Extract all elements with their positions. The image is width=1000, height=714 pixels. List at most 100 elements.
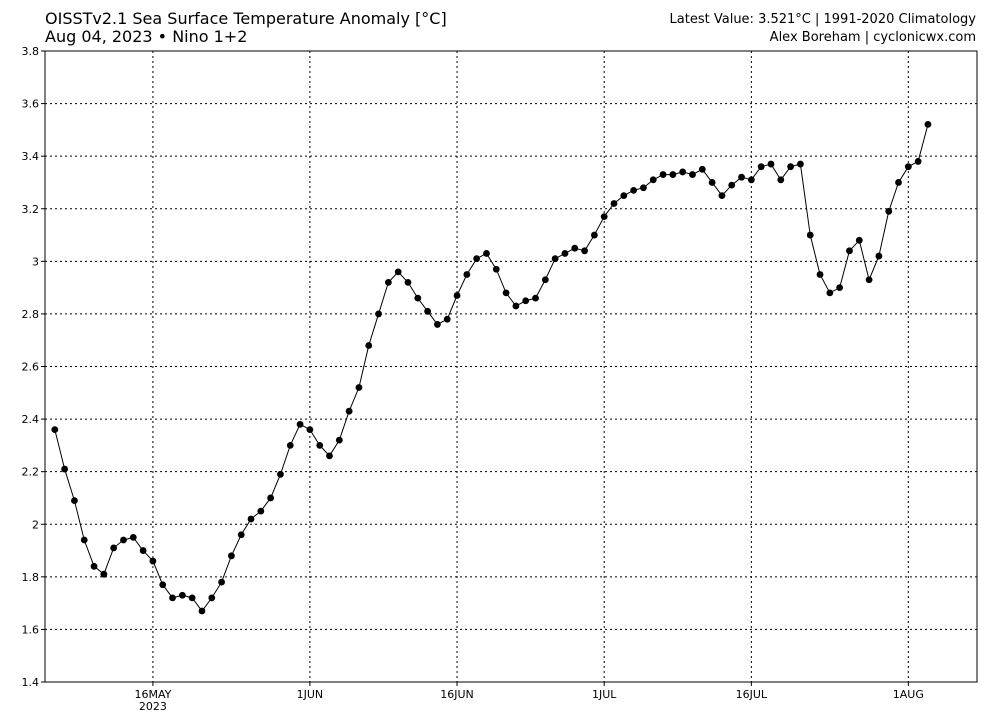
data-point — [630, 186, 638, 194]
data-point — [453, 292, 461, 299]
data-point — [669, 171, 677, 178]
data-point — [483, 250, 490, 257]
data-point — [532, 294, 539, 302]
data-point — [777, 176, 785, 184]
data-point — [335, 436, 343, 444]
data-point — [728, 181, 736, 189]
data-point — [443, 315, 451, 323]
data-point — [836, 284, 844, 292]
data-point — [473, 255, 481, 263]
data-point — [571, 244, 579, 252]
y-tick-label: 3 — [32, 255, 39, 268]
data-point — [738, 173, 745, 181]
data-point — [689, 171, 696, 178]
y-tick-label: 1.6 — [22, 623, 40, 636]
data-point — [620, 192, 628, 200]
x-tick-label: 1AUG — [893, 688, 924, 701]
data-point — [139, 547, 147, 554]
data-point — [806, 231, 814, 239]
x-tick-label: 1JUL — [592, 688, 617, 701]
data-point — [129, 534, 137, 541]
data-point — [394, 268, 402, 276]
data-point — [208, 594, 216, 602]
data-point — [188, 594, 196, 602]
data-point — [365, 342, 373, 349]
y-tick-label: 3.8 — [22, 45, 40, 58]
data-point — [257, 507, 265, 515]
x-tick-label: 16MAY — [134, 688, 171, 701]
x-tick-label: 1JUN — [297, 688, 324, 701]
y-tick-label: 3.2 — [22, 203, 40, 216]
y-tick-label: 2.4 — [22, 413, 40, 426]
data-point — [80, 536, 88, 544]
data-point — [924, 120, 932, 128]
data-point — [149, 557, 157, 565]
x-tick-label: 16JUN — [440, 688, 474, 701]
data-point — [600, 213, 608, 221]
data-point — [640, 184, 647, 192]
data-point — [178, 591, 186, 599]
data-point — [384, 278, 392, 286]
data-point — [551, 255, 559, 263]
data-point — [463, 271, 471, 278]
data-point — [708, 179, 716, 186]
data-point — [218, 578, 225, 586]
data-point — [885, 207, 893, 215]
x-tick-year-label: 2023 — [139, 700, 167, 713]
data-point — [502, 289, 510, 297]
data-point — [198, 607, 206, 615]
chart-date-region: Aug 04, 2023 • Nino 1+2 — [45, 27, 248, 46]
data-point — [296, 420, 304, 428]
author-credit: Alex Boreham | cyclonicwx.com — [769, 30, 976, 45]
data-point — [767, 160, 775, 168]
data-point — [237, 531, 245, 539]
data-point — [787, 163, 794, 171]
data-point — [159, 581, 167, 589]
series-line — [54, 124, 929, 612]
data-point — [434, 321, 441, 328]
data-point — [100, 570, 108, 578]
data-point — [747, 176, 755, 184]
data-point — [895, 179, 902, 186]
y-tick-label: 2.6 — [22, 361, 40, 374]
data-point — [306, 426, 314, 433]
plot-frame — [44, 50, 978, 683]
x-tick-label: 16JUL — [736, 688, 768, 701]
data-point — [816, 271, 824, 278]
y-tick-label: 2.8 — [22, 308, 40, 321]
data-point — [522, 297, 530, 305]
y-tick-label: 2 — [32, 518, 39, 531]
data-point — [610, 200, 618, 207]
data-point — [61, 465, 69, 473]
data-point — [679, 168, 687, 176]
data-point — [718, 192, 726, 200]
y-tick-label: 2.2 — [22, 466, 40, 479]
data-point — [277, 470, 284, 478]
data-point — [698, 165, 706, 173]
data-point — [345, 407, 353, 415]
data-point — [110, 544, 118, 552]
data-point — [541, 276, 549, 284]
data-point — [904, 163, 912, 171]
data-point — [120, 536, 127, 544]
data-point — [404, 278, 412, 286]
data-point — [375, 310, 382, 318]
data-point — [286, 441, 294, 449]
data-point — [659, 171, 667, 178]
y-tick-label: 3.6 — [22, 98, 40, 111]
data-point — [71, 497, 78, 504]
data-point — [326, 452, 333, 460]
data-point — [875, 252, 883, 260]
data-point — [914, 158, 922, 165]
data-point — [855, 236, 863, 244]
data-point — [51, 426, 59, 433]
data-point — [561, 250, 569, 257]
data-point — [581, 247, 588, 255]
data-point — [757, 163, 765, 171]
data-point — [355, 384, 363, 391]
y-tick-label: 1.8 — [22, 571, 40, 584]
data-point — [512, 302, 520, 310]
latest-value-label: Latest Value: 3.521°C | 1991-2020 Climat… — [669, 12, 976, 27]
data-point — [826, 289, 834, 297]
